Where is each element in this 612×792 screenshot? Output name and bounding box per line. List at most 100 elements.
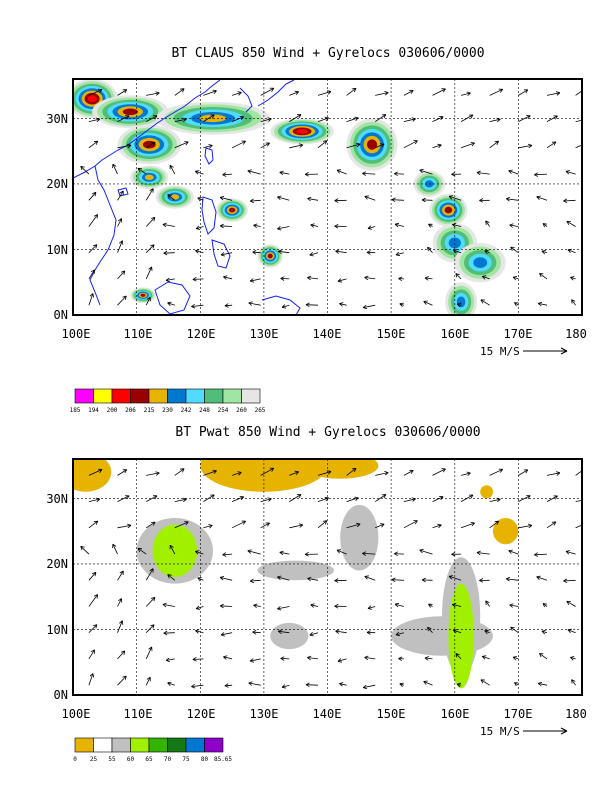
y-tick-label: 20N xyxy=(46,177,68,191)
wind-arrow xyxy=(88,497,101,503)
wind-vectors xyxy=(80,87,582,310)
wind-arrow xyxy=(197,197,204,202)
wind-arrow xyxy=(391,197,404,203)
wind-arrow xyxy=(195,170,204,175)
wind-arrow xyxy=(424,276,433,281)
chart-title: BT CLAUS 850 Wind + Gyrelocs 030606/0000 xyxy=(171,46,484,61)
wind-arrow xyxy=(277,249,290,255)
x-tick-label: 160E xyxy=(441,707,470,721)
wind-arrow xyxy=(117,89,128,96)
colorbar-level-label: 265 xyxy=(255,407,266,414)
gridlines xyxy=(73,459,582,695)
cloud-contour xyxy=(87,95,97,103)
vector-reference-arrow xyxy=(523,727,568,735)
wind-arrow xyxy=(307,655,319,661)
wind-arrow xyxy=(145,296,151,306)
wind-arrow xyxy=(346,522,361,529)
cloud-contour xyxy=(140,293,146,297)
wind-arrow xyxy=(512,656,519,661)
wind-arrow xyxy=(305,682,319,688)
colorbar-level-label: 242 xyxy=(181,407,192,414)
cloud-contour xyxy=(448,237,461,249)
wind-arrow xyxy=(117,190,124,201)
wind-arrow xyxy=(481,655,490,660)
wind-arrow xyxy=(174,521,189,529)
wind-arrow xyxy=(367,225,376,230)
colorbar-level-label: 55 xyxy=(108,756,116,763)
wind-arrow xyxy=(563,198,576,204)
wind-arrow xyxy=(117,240,124,253)
wind-arrow xyxy=(117,570,124,581)
x-tick-label: 170E xyxy=(504,707,533,721)
wind-arrow xyxy=(249,658,261,663)
x-tick-label: 130E xyxy=(250,707,279,721)
wind-arrow xyxy=(421,197,433,203)
wind-arrow xyxy=(336,169,347,175)
coastline-korea xyxy=(239,87,253,113)
wind-arrow xyxy=(249,198,261,204)
colorbar-level-label: 200 xyxy=(107,407,118,414)
colorbar-level-label: 60 xyxy=(127,756,135,763)
colorbar-swatch xyxy=(204,737,224,753)
wind-arrow xyxy=(427,246,433,253)
pwat-region xyxy=(73,459,112,492)
wind-arrow xyxy=(364,275,376,281)
wind-arrow xyxy=(165,277,175,283)
cloud-contour xyxy=(366,139,378,150)
wind-arrow xyxy=(334,224,347,229)
wind-arrow xyxy=(145,266,153,280)
wind-arrow xyxy=(461,471,471,476)
wind-arrow xyxy=(567,248,576,254)
wind-arrow xyxy=(364,195,376,201)
wind-arrow xyxy=(279,170,290,176)
wind-arrow xyxy=(289,143,304,149)
wind-arrow xyxy=(448,575,462,581)
wind-arrow xyxy=(317,520,328,529)
colorbar-swatch xyxy=(241,388,261,404)
panel-claus: BT CLAUS 850 Wind + Gyrelocs 030606/0000 xyxy=(46,46,587,414)
wind-arrow xyxy=(362,551,376,556)
colorbar-swatch xyxy=(185,388,205,404)
cloud-contour xyxy=(444,206,453,214)
wind-arrow xyxy=(195,550,204,555)
wind-arrow xyxy=(231,471,242,476)
wind-arrow xyxy=(394,171,404,177)
panel-pwat: BT Pwat 850 Wind + Gyrelocs 030606/0000 xyxy=(46,425,587,763)
wind-arrow xyxy=(145,596,156,607)
wind-arrow xyxy=(307,196,319,202)
wind-arrow xyxy=(289,114,302,122)
wind-arrow xyxy=(336,549,347,555)
wind-arrow xyxy=(310,223,319,228)
wind-arrow xyxy=(428,223,433,228)
wind-arrow xyxy=(428,603,433,608)
wind-arrow xyxy=(546,91,561,96)
wind-arrow xyxy=(88,673,94,686)
wind-arrow xyxy=(460,142,475,149)
y-tick-labels: 0N 10N 20N 30N xyxy=(46,492,68,702)
wind-arrow xyxy=(461,91,471,96)
wind-arrow xyxy=(146,115,158,122)
wind-arrow xyxy=(307,275,319,281)
wind-arrow xyxy=(480,679,490,686)
wind-arrow xyxy=(309,632,319,637)
wind-arrow xyxy=(88,191,97,201)
wind-arrow xyxy=(174,497,187,503)
x-tick-label: 160E xyxy=(441,327,470,341)
wind-arrow xyxy=(249,578,261,584)
wind-arrow xyxy=(448,195,462,201)
x-tick-label: 110E xyxy=(124,327,153,341)
wind-arrow xyxy=(514,682,519,687)
colorbar-level-label: 248 xyxy=(199,407,210,414)
wind-arrow xyxy=(432,523,442,529)
wind-arrow xyxy=(277,629,290,635)
wind-arrow xyxy=(367,605,376,610)
pwat-region xyxy=(152,524,198,577)
cloud-contour xyxy=(267,253,273,259)
wind-arrow xyxy=(219,196,233,201)
wind-arrow xyxy=(137,167,147,175)
wind-arrow xyxy=(403,497,416,502)
colorbar-swatch xyxy=(204,388,224,404)
wind-arrow xyxy=(224,683,233,688)
wind-arrow xyxy=(423,300,433,306)
coastline-philippines xyxy=(211,239,231,269)
